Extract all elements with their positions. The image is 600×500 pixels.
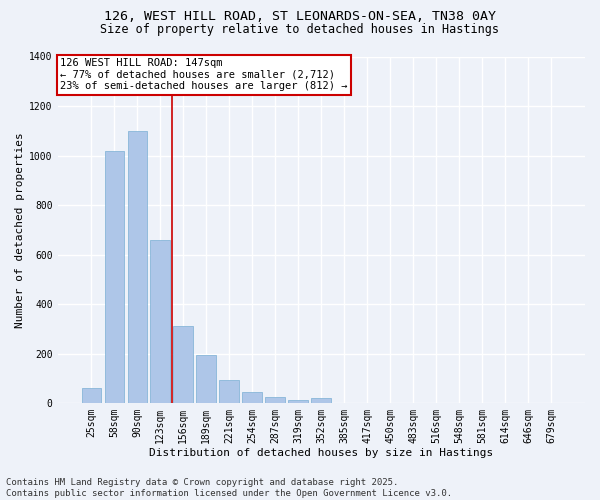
Text: Contains HM Land Registry data © Crown copyright and database right 2025.
Contai: Contains HM Land Registry data © Crown c… [6,478,452,498]
Bar [289,400,308,403]
Bar [311,398,331,403]
Bar [242,392,262,403]
Bar [173,326,193,403]
Bar [220,380,239,403]
Bar [151,240,170,403]
Bar [128,131,147,403]
Bar [104,150,124,403]
Text: 126 WEST HILL ROAD: 147sqm
← 77% of detached houses are smaller (2,712)
23% of s: 126 WEST HILL ROAD: 147sqm ← 77% of deta… [60,58,347,92]
Bar [196,355,216,403]
Bar [82,388,101,403]
Text: Size of property relative to detached houses in Hastings: Size of property relative to detached ho… [101,22,499,36]
Text: 126, WEST HILL ROAD, ST LEONARDS-ON-SEA, TN38 0AY: 126, WEST HILL ROAD, ST LEONARDS-ON-SEA,… [104,10,496,23]
Bar [265,397,285,403]
Y-axis label: Number of detached properties: Number of detached properties [15,132,25,328]
X-axis label: Distribution of detached houses by size in Hastings: Distribution of detached houses by size … [149,448,493,458]
